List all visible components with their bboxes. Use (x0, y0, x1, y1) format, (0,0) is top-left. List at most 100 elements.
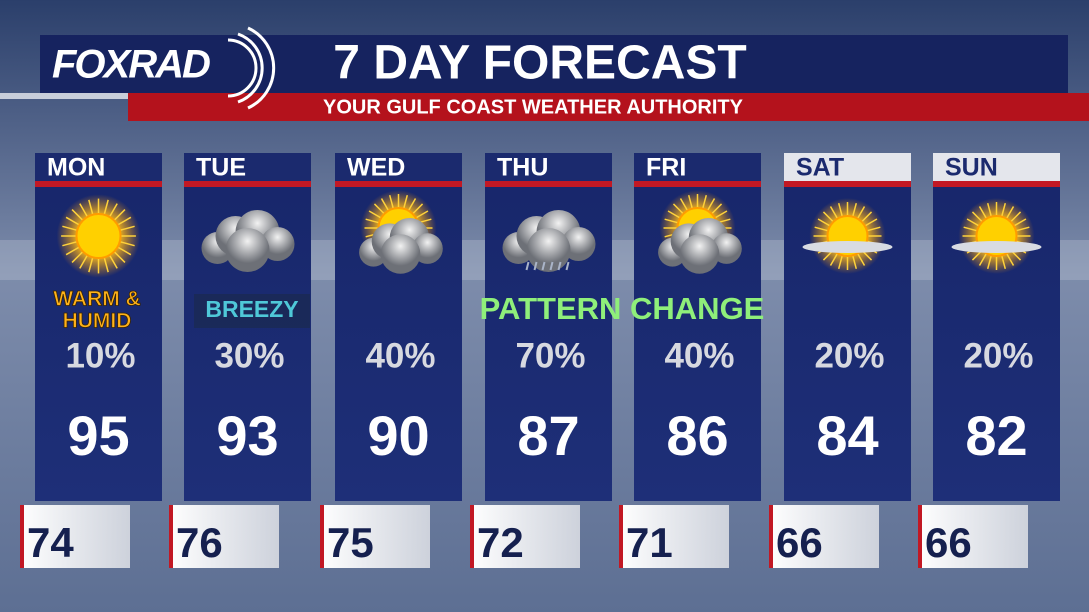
low-box-rule (20, 505, 24, 568)
sun-ray (1010, 211, 1022, 223)
sun-ray (829, 252, 839, 266)
day-panel (485, 153, 612, 501)
sun-ray (88, 199, 94, 215)
sun-ray (829, 206, 839, 220)
low-box-rule (769, 505, 773, 568)
sun-ray (706, 198, 716, 212)
day-name: SUN (945, 154, 998, 182)
high-temp: 84 (816, 404, 878, 467)
sun-ray (1013, 218, 1027, 227)
day-header (184, 153, 311, 183)
day-header-rule (35, 181, 162, 187)
day-header-rule (784, 181, 911, 187)
sun-ray (368, 210, 382, 219)
sun-ray (978, 252, 988, 266)
low-box (769, 505, 879, 568)
rain-drop (565, 261, 570, 271)
sun-ray (814, 226, 829, 232)
sun-ray (986, 255, 993, 270)
sun-ray (402, 194, 409, 209)
sun-ray (412, 203, 424, 215)
rain-drop (557, 261, 562, 271)
high-temp: 87 (517, 404, 579, 467)
sun-ray (407, 198, 417, 212)
high-temp: 82 (965, 404, 1027, 467)
logo: FOXRAD (52, 43, 210, 87)
sun-ray (88, 257, 94, 273)
day-header-rule (485, 181, 612, 187)
precip-chance: 20% (814, 336, 884, 375)
low-temp: 76 (176, 519, 223, 566)
sun-ray (986, 202, 993, 217)
day-name: FRI (646, 154, 686, 182)
low-temp: 74 (27, 519, 74, 566)
sun-disc (75, 213, 122, 259)
sun-ray (837, 202, 844, 217)
title: 7 DAY FORECAST (333, 37, 746, 90)
low-temp: 72 (477, 519, 524, 566)
day-column: MON 10% 95 74 (20, 153, 162, 568)
high-temp: 86 (666, 404, 728, 467)
sun-ray (687, 194, 694, 209)
low-temp: 71 (626, 519, 673, 566)
day-name: SAT (796, 154, 844, 182)
sun-ray (822, 211, 834, 223)
day-header (485, 153, 612, 183)
day-header (784, 153, 911, 183)
high-temp: 93 (216, 404, 278, 467)
sun-ray (103, 199, 109, 215)
sun-ray (714, 210, 728, 219)
sun-ray (679, 198, 689, 212)
sun-ray (711, 203, 723, 215)
day-header-rule (184, 181, 311, 187)
sun-ray (856, 252, 866, 266)
sun-ray (1005, 252, 1015, 266)
logo-waves (227, 26, 276, 110)
day-name: MON (47, 154, 105, 182)
sun-ray (113, 209, 126, 221)
sun-ray (864, 218, 878, 227)
precip-chance: 40% (664, 336, 734, 375)
sun-ray (113, 251, 126, 263)
high-temp: 95 (67, 404, 129, 467)
sun-ray (380, 198, 390, 212)
sun-ray (103, 257, 109, 273)
haze (802, 241, 893, 253)
sun-ray (117, 246, 132, 256)
subtitle-bar (128, 93, 1089, 121)
day-column: SAT 20% 84 66 (769, 153, 911, 568)
day-column: SUN 20% 82 66 (918, 153, 1060, 568)
sun-ray (119, 225, 135, 232)
cloud-puff (380, 234, 421, 274)
note-warm: WARM & (53, 288, 141, 311)
note-humid: HUMID (63, 310, 132, 333)
precip-chance: 20% (963, 336, 1033, 375)
sun-ray (415, 210, 429, 219)
rain-drop (549, 261, 554, 271)
sun-ray (71, 209, 84, 221)
cloud-puff (679, 234, 720, 274)
low-temp: 66 (925, 519, 972, 566)
sun-ray (971, 211, 983, 223)
subtitle: YOUR GULF COAST WEATHER AUTHORITY (323, 96, 744, 118)
day-header (634, 153, 761, 183)
low-box (20, 505, 130, 568)
sun-ray (1015, 226, 1030, 232)
day-name: TUE (196, 154, 246, 182)
sun-ray (79, 254, 89, 269)
precip-chance: 30% (214, 336, 284, 375)
sun-ray (963, 226, 978, 232)
rain-drop (541, 261, 546, 271)
low-box (169, 505, 279, 568)
day-column: WED 40% 90 75 (320, 153, 462, 568)
low-box-rule (918, 505, 922, 568)
cloud-puff (225, 228, 270, 272)
low-box (918, 505, 1028, 568)
day-column: FRI 40% 86 71 (619, 153, 761, 568)
day-header-rule (634, 181, 761, 187)
note-pattern-change: PATTERN CHANGE (480, 291, 765, 326)
sun-ray (1000, 255, 1007, 270)
haze (951, 241, 1042, 253)
sun-ray (1000, 202, 1007, 217)
sun-ray (62, 240, 78, 247)
